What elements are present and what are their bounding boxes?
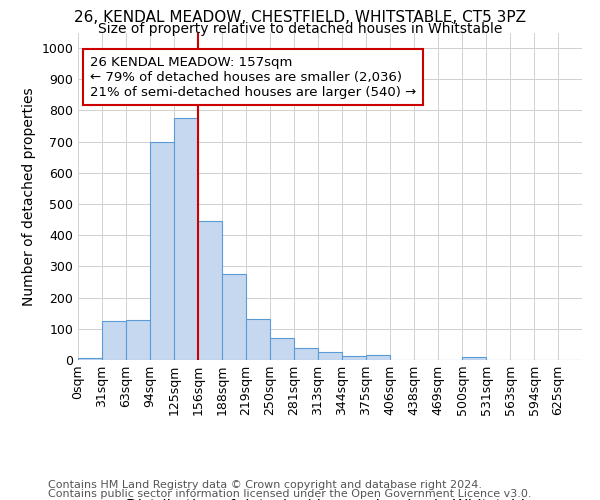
Bar [246, 318, 270, 360]
Bar [102, 321, 126, 360]
Bar [342, 356, 366, 360]
Bar [222, 274, 246, 360]
Text: 26 KENDAL MEADOW: 157sqm
← 79% of detached houses are smaller (2,036)
21% of sem: 26 KENDAL MEADOW: 157sqm ← 79% of detach… [90, 56, 416, 99]
X-axis label: Distribution of detached houses by size in Whitstable: Distribution of detached houses by size … [126, 499, 534, 500]
Bar [126, 320, 150, 360]
Text: Contains HM Land Registry data © Crown copyright and database right 2024.: Contains HM Land Registry data © Crown c… [48, 480, 482, 490]
Bar [462, 357, 486, 360]
Bar [150, 142, 174, 360]
Text: 26, KENDAL MEADOW, CHESTFIELD, WHITSTABLE, CT5 3PZ: 26, KENDAL MEADOW, CHESTFIELD, WHITSTABL… [74, 10, 526, 25]
Y-axis label: Number of detached properties: Number of detached properties [22, 87, 36, 306]
Text: Contains public sector information licensed under the Open Government Licence v3: Contains public sector information licen… [48, 489, 532, 499]
Bar [318, 352, 342, 360]
Bar [78, 358, 102, 360]
Bar [366, 356, 390, 360]
Bar [294, 348, 318, 360]
Text: Size of property relative to detached houses in Whitstable: Size of property relative to detached ho… [98, 22, 502, 36]
Bar [198, 221, 222, 360]
Bar [174, 118, 198, 360]
Bar [270, 338, 294, 360]
